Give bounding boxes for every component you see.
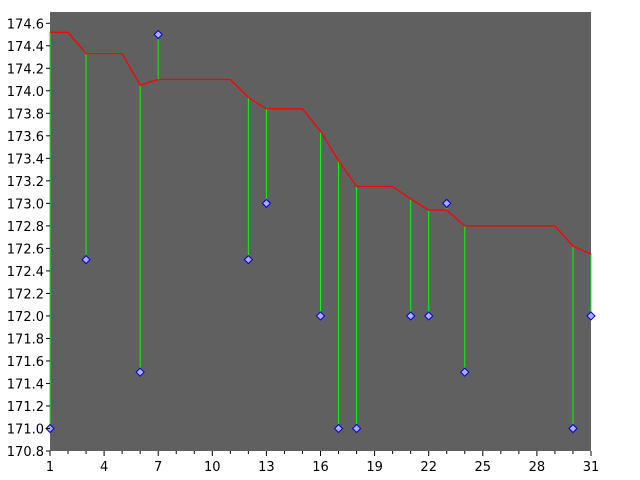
- data-point-marker: [442, 198, 452, 209]
- data-point-marker: [153, 29, 163, 40]
- trend-line: [50, 31, 592, 255]
- y-tick-label: 171.2: [7, 400, 44, 415]
- x-tick-label: 1: [46, 460, 54, 475]
- y-tick-label: 174.6: [7, 17, 44, 32]
- x-tick-label: 22: [420, 460, 437, 475]
- y-tick-label: 173.8: [7, 107, 44, 122]
- data-point-marker: [315, 311, 326, 321]
- y-axis: 170.8 171.0 171.2 171.4 171.6 171.8 172.0 172.2…: [7, 17, 50, 460]
- y-tick-label: 170.8: [7, 445, 44, 460]
- y-tick-label: 173.6: [7, 130, 44, 145]
- y-tick-label: 172.0: [7, 310, 44, 325]
- y-tick-label: 171.6: [7, 355, 44, 370]
- x-tick-label: 19: [366, 460, 383, 475]
- y-tick-label: 172.4: [7, 265, 44, 280]
- y-tick-label: 174.4: [7, 40, 44, 55]
- y-tick-label: 171.4: [7, 377, 44, 392]
- data-point-marker: [243, 254, 254, 265]
- data-point-marker: [333, 423, 344, 434]
- trend-line-group: [50, 31, 592, 255]
- y-tick-label: 174.0: [7, 85, 44, 100]
- x-tick-label: 25: [475, 460, 492, 475]
- data-point-marker: [423, 311, 434, 321]
- x-tick-label: 13: [258, 460, 275, 475]
- y-tick-label: 173.2: [7, 175, 44, 190]
- x-tick-label: 4: [100, 460, 108, 475]
- y-tick-label: 172.8: [7, 220, 44, 235]
- x-tick-label: 10: [204, 460, 221, 475]
- data-point-marker: [460, 367, 470, 377]
- data-point-marker: [81, 254, 91, 265]
- x-tick-label: 31: [583, 460, 600, 475]
- data-points: [45, 29, 596, 434]
- y-tick-label: 171.8: [7, 332, 44, 347]
- y-tick-label: 172.6: [7, 242, 44, 257]
- stem-lines: [49, 32, 592, 429]
- y-tick-label: 174.2: [7, 62, 44, 77]
- x-tick-label: 16: [312, 460, 329, 475]
- data-point-marker: [351, 423, 362, 434]
- data-point-marker: [568, 423, 578, 434]
- data-point-marker: [135, 367, 145, 377]
- x-axis: 1 4 7 10 13 16 19 22 25 28 31: [46, 451, 599, 475]
- x-tick-label: 28: [529, 460, 546, 475]
- data-point-marker: [405, 311, 416, 321]
- data-point-marker: [586, 311, 596, 321]
- y-tick-label: 172.2: [7, 287, 44, 302]
- y-tick-label: 173.0: [7, 197, 44, 212]
- x-tick-label: 7: [154, 460, 162, 475]
- y-tick-label: 171.0: [7, 422, 44, 437]
- y-tick-label: 173.4: [7, 152, 44, 167]
- data-point-marker: [261, 198, 272, 209]
